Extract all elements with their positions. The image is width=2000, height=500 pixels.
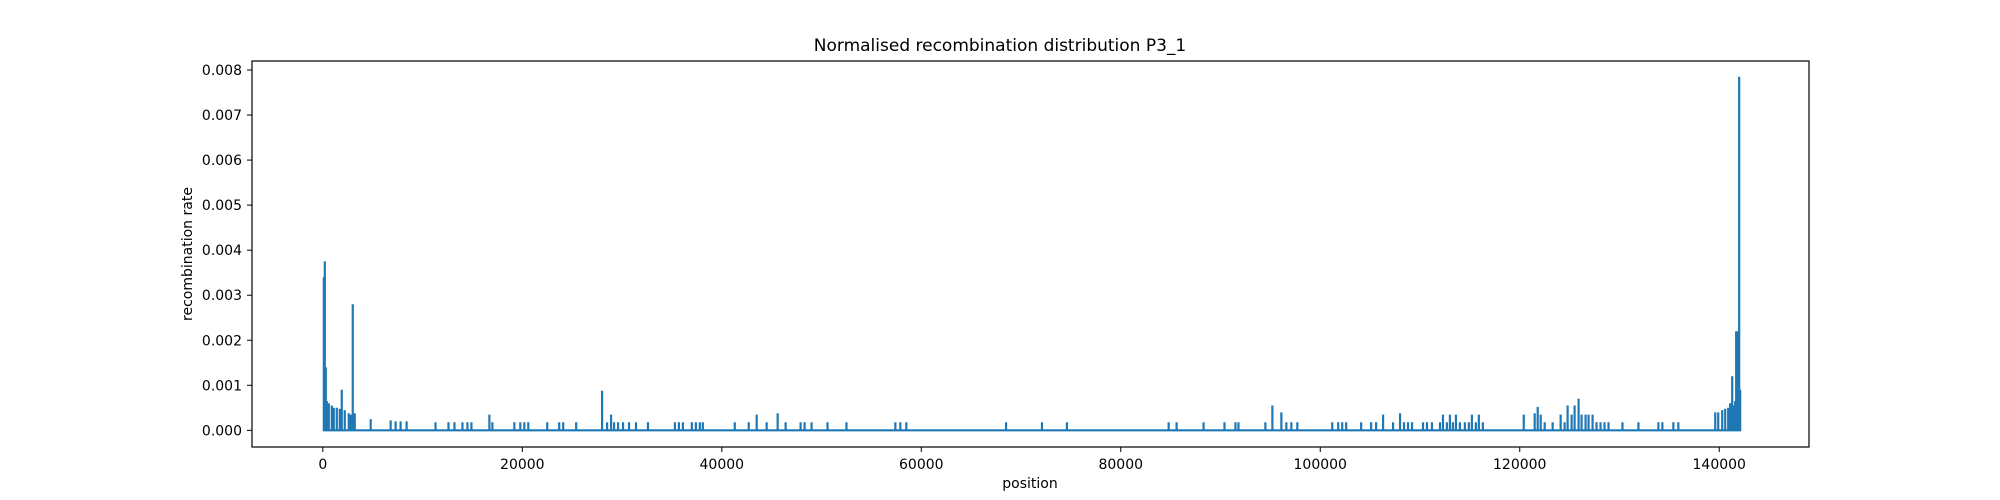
- y-axis: 0.000 0.001 0.002 0.003 0.004 0.005 0.006 0.007…: [202, 63, 252, 439]
- x-tick-label: 120000: [1493, 457, 1546, 473]
- x-tick-label: 100000: [1294, 457, 1347, 473]
- y-tick-label: 0.002: [202, 333, 242, 349]
- y-tick-label: 0.007: [202, 108, 242, 124]
- x-tick-label: 0: [318, 457, 327, 473]
- x-tick-label: 60000: [899, 457, 944, 473]
- x-tick-label: 20000: [500, 457, 545, 473]
- y-tick-label: 0.004: [202, 243, 242, 259]
- y-axis-label: recombination rate: [180, 187, 196, 321]
- x-axis-label: position: [1002, 476, 1057, 492]
- x-tick-label: 40000: [700, 457, 745, 473]
- y-tick-label: 0.003: [202, 288, 242, 304]
- y-tick-label: 0.006: [202, 153, 242, 169]
- recombination-rate-line: [322, 76, 1742, 432]
- x-axis: 0 20000 40000 60000 80000 100000 120000 140000: [318, 447, 1746, 473]
- plot-area: [251, 60, 1810, 448]
- y-tick-label: 0.008: [202, 63, 242, 79]
- x-tick-label: 80000: [1098, 457, 1143, 473]
- chart-title: Normalised recombination distribution P3…: [814, 36, 1186, 56]
- y-tick-label: 0.005: [202, 198, 242, 214]
- y-tick-label: 0.000: [202, 423, 242, 439]
- x-tick-label: 140000: [1693, 457, 1746, 473]
- plot-frame: [251, 60, 1810, 448]
- y-tick-label: 0.001: [202, 378, 242, 394]
